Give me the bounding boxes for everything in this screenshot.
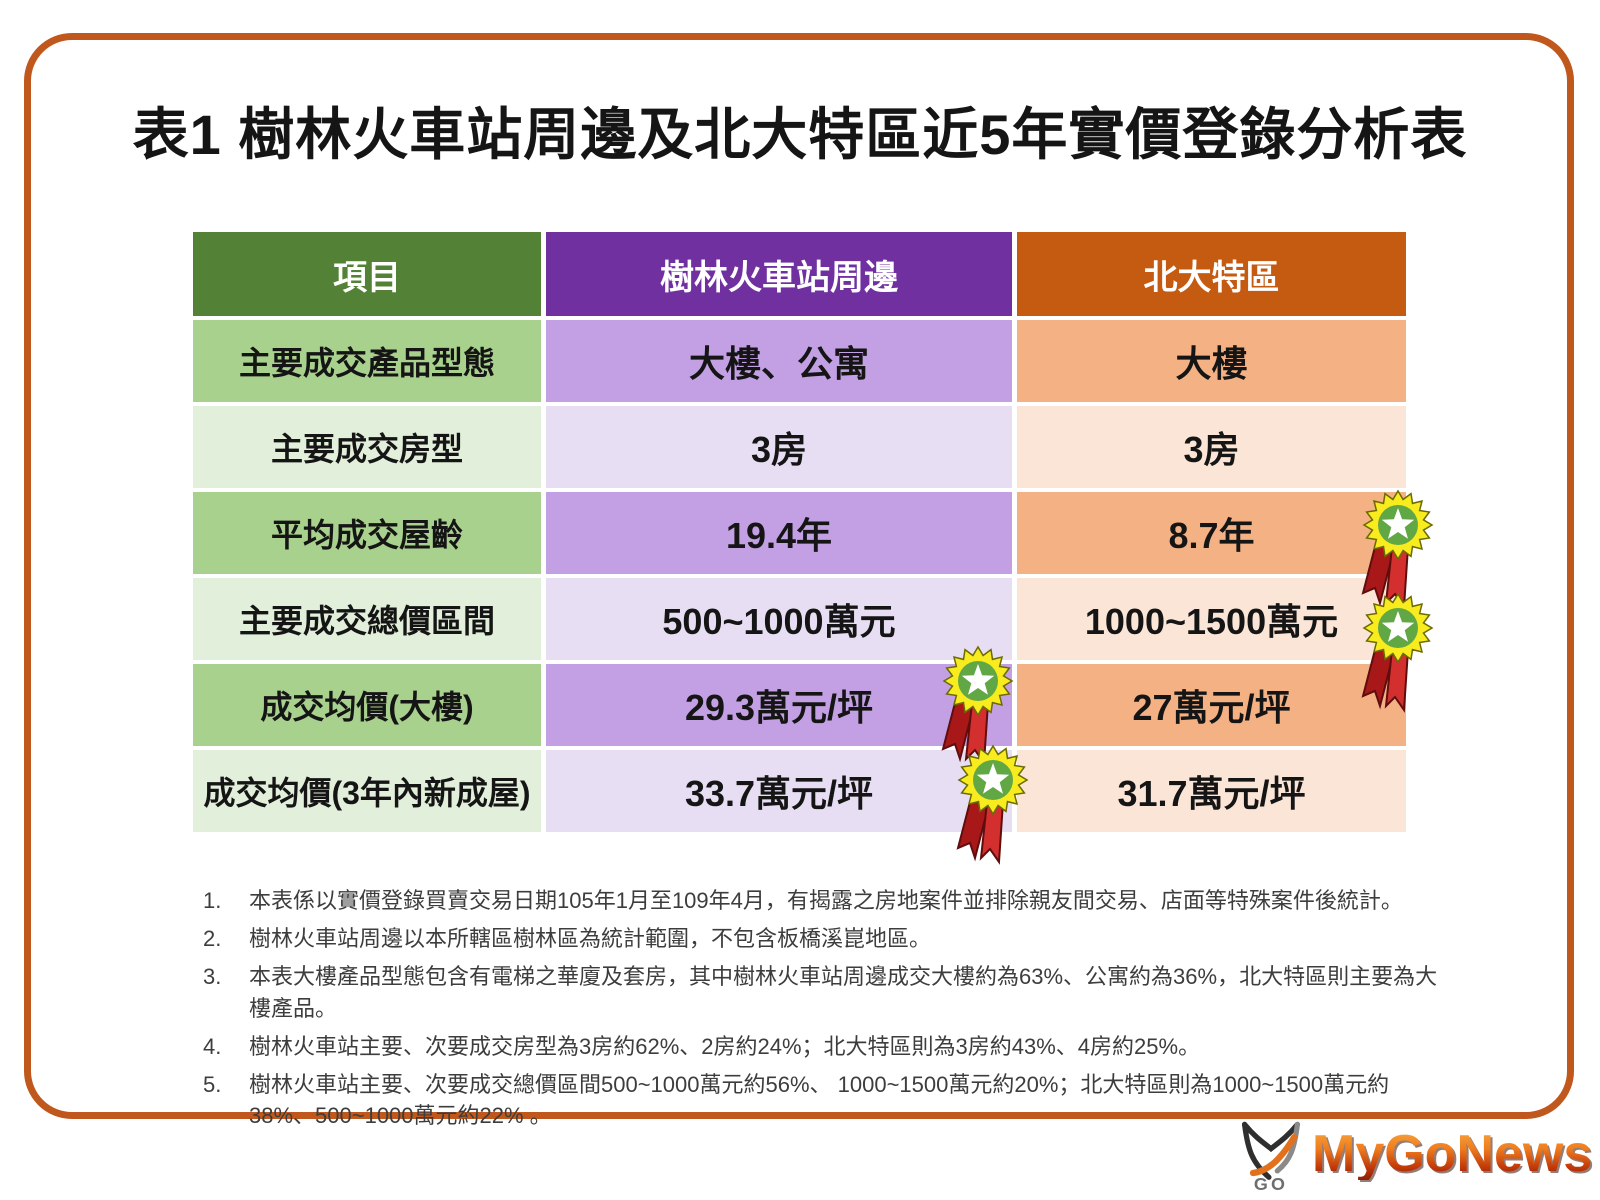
- figure-border: [24, 33, 1574, 1119]
- footnote-text: 本表係以實價登錄買賣交易日期105年1月至109年4月，有揭露之房地案件並排除親…: [249, 888, 1403, 913]
- value-cell: 3房: [546, 406, 1012, 488]
- footnote-item: 2. 樹林火車站周邊以本所轄區樹林區為統計範圍，不包含板橋溪崑地區。: [203, 923, 1453, 954]
- value-cell: 19.4年: [546, 492, 1012, 574]
- footnote-item: 1. 本表係以實價登錄買賣交易日期105年1月至109年4月，有揭露之房地案件並…: [203, 885, 1453, 916]
- mygonews-logo: GO MyGoNews: [1234, 1116, 1592, 1192]
- value-cell: 大樓: [1017, 320, 1406, 402]
- value-cell: 3房: [1017, 406, 1406, 488]
- mygonews-m-icon: GO: [1241, 1121, 1301, 1192]
- value-cell: 33.7萬元/坪: [546, 750, 1012, 832]
- mygonews-wordmark: MyGoNews: [1312, 1125, 1593, 1183]
- footnote-text: 樹林火車站主要、次要成交總價區間500~1000萬元約56%、 1000~150…: [249, 1072, 1390, 1129]
- value-cell: 大樓、公寓: [546, 320, 1012, 402]
- row-label: 平均成交屋齡: [193, 492, 541, 574]
- row-label: 主要成交總價區間: [193, 578, 541, 660]
- row-label: 主要成交房型: [193, 406, 541, 488]
- column-header-shulin: 樹林火車站周邊: [546, 232, 1012, 316]
- footnote-text: 本表大樓產品型態包含有電梯之華廈及套房，其中樹林火車站周邊成交大樓約為63%、公…: [249, 964, 1438, 1021]
- mygonews-go-text: GO: [1254, 1174, 1288, 1192]
- value-cell: 500~1000萬元: [546, 578, 1012, 660]
- value-cell: 1000~1500萬元: [1017, 578, 1406, 660]
- award-ribbon-icon: [957, 745, 1028, 863]
- footnote-number: 1.: [203, 888, 222, 913]
- footnote-number: 4.: [203, 1033, 222, 1059]
- footnote-number: 3.: [203, 964, 222, 990]
- value-cell: 29.3萬元/坪: [546, 664, 1012, 746]
- column-header-item: 項目: [193, 232, 541, 316]
- figure-title: 表1 樹林火車站周邊及北大特區近5年實價登錄分析表: [132, 103, 1468, 166]
- row-label: 成交均價(大樓): [193, 664, 541, 746]
- footnote-item: 5. 樹林火車站主要、次要成交總價區間500~1000萬元約56%、 1000~…: [203, 1069, 1453, 1131]
- value-cell: 8.7年: [1017, 492, 1406, 574]
- analysis-table: 項目 樹林火車站周邊 北大特區 主要成交產品型態 大樓、公寓 大樓 主要成交房型…: [193, 232, 1406, 832]
- row-label: 主要成交產品型態: [193, 320, 541, 402]
- column-header-beida: 北大特區: [1017, 232, 1406, 316]
- row-label: 成交均價(3年內新成屋): [193, 750, 541, 832]
- value-cell: 31.7萬元/坪: [1017, 750, 1406, 832]
- footnotes: 1. 本表係以實價登錄買賣交易日期105年1月至109年4月，有揭露之房地案件並…: [203, 885, 1453, 1139]
- value-cell: 27萬元/坪: [1017, 664, 1406, 746]
- footnote-text: 樹林火車站周邊以本所轄區樹林區為統計範圍，不包含板橋溪崑地區。: [249, 926, 932, 952]
- footnote-text: 樹林火車站主要、次要成交房型為3房約62%、2房約24%；北大特區則為3房約43…: [249, 1033, 1201, 1059]
- award-ribbon-icon: [1362, 593, 1433, 711]
- footnote-number: 2.: [203, 926, 222, 952]
- footnote-item: 4. 樹林火車站主要、次要成交房型為3房約62%、2房約24%；北大特區則為3房…: [203, 1031, 1453, 1062]
- footnote-number: 5.: [203, 1072, 222, 1098]
- footnote-item: 3. 本表大樓產品型態包含有電梯之華廈及套房，其中樹林火車站周邊成交大樓約為63…: [203, 961, 1453, 1023]
